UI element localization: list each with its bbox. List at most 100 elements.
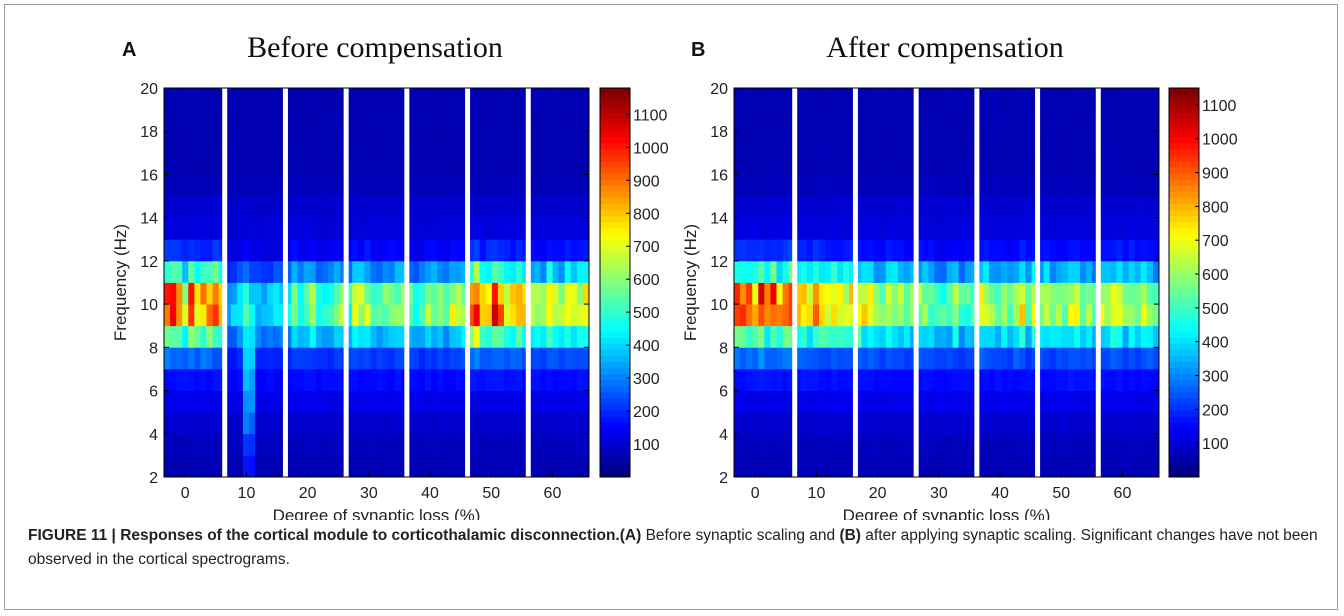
heatmap-cell — [1080, 455, 1087, 478]
heatmap-cell — [321, 131, 329, 154]
heatmap-cell — [958, 368, 966, 391]
heatmap-cell — [897, 282, 905, 305]
heatmap-cell — [491, 196, 499, 219]
heatmap-cell — [334, 455, 341, 478]
heatmap-cell — [419, 131, 426, 154]
heatmap-cell — [1146, 109, 1154, 132]
heatmap-cell — [928, 196, 935, 219]
heatmap-cell — [431, 239, 438, 262]
heatmap-cell — [855, 347, 862, 370]
heatmap-cell — [564, 304, 572, 327]
heatmap-cell — [746, 347, 753, 370]
heatmap-cell — [752, 412, 759, 435]
heatmap-cell — [382, 455, 390, 478]
heatmap-cell — [206, 174, 213, 197]
heatmap-cell — [564, 368, 572, 391]
heatmap-cell — [964, 282, 972, 305]
x-tick-label: 20 — [299, 485, 317, 502]
heatmap-cell — [224, 196, 232, 219]
heatmap-cell — [1116, 174, 1123, 197]
heatmap-cell — [752, 304, 759, 327]
heatmap-cell — [891, 260, 899, 283]
heatmap-cell — [1110, 412, 1117, 435]
colorbar-segment — [1169, 337, 1199, 344]
heatmap-cell — [776, 433, 783, 456]
heatmap-cell — [1031, 260, 1038, 283]
heatmap-cell — [425, 217, 432, 240]
heatmap-cell — [218, 325, 226, 348]
heatmap-cell — [473, 131, 481, 154]
heatmap-cell — [873, 390, 881, 413]
heatmap-cell — [940, 131, 947, 154]
heatmap-cell — [546, 88, 553, 111]
heatmap-cell — [1152, 325, 1160, 348]
heatmap-cell — [1013, 347, 1020, 370]
heatmap-cell — [376, 412, 383, 435]
colorbar-segment — [1169, 282, 1199, 290]
heatmap-cell — [825, 412, 832, 435]
heatmap-cell — [873, 455, 881, 478]
heatmap-cell — [885, 260, 893, 283]
heatmap-cell — [1019, 433, 1026, 456]
y-tick-label: 2 — [149, 470, 158, 487]
heatmap-cell — [522, 412, 529, 435]
heatmap-cell — [327, 347, 335, 370]
heatmap-cell — [1098, 347, 1105, 370]
heatmap-cell — [485, 282, 493, 305]
heatmap-cell — [1019, 152, 1026, 175]
heatmap-cell — [1055, 239, 1063, 262]
heatmap-cell — [552, 88, 560, 111]
heatmap-cell — [182, 325, 189, 348]
heatmap-cell — [1104, 433, 1111, 456]
heatmap-cell — [764, 109, 771, 132]
heatmap-cell — [1074, 174, 1081, 197]
heatmap-cell — [194, 260, 201, 283]
heatmap-cell — [831, 282, 838, 305]
heatmap-cell — [897, 174, 905, 197]
heatmap-cell — [964, 217, 972, 240]
colorbar-segment — [600, 221, 630, 229]
heatmap-cell — [194, 88, 201, 111]
heatmap-cell — [497, 433, 505, 456]
heatmap-cell — [1007, 196, 1014, 219]
heatmap-cell — [170, 260, 177, 283]
heatmap-cell — [940, 455, 947, 478]
heatmap-cell — [212, 174, 220, 197]
colorbar-segment — [600, 464, 630, 472]
heatmap-cell — [425, 131, 432, 154]
heatmap-cell — [297, 152, 305, 175]
heatmap-cell — [242, 152, 250, 175]
heatmap-cell — [291, 390, 298, 413]
heatmap-cell — [382, 368, 390, 391]
heatmap-cell — [570, 433, 578, 456]
heatmap-cell — [946, 239, 953, 262]
heatmap-cell — [770, 196, 777, 219]
heatmap-cell — [388, 455, 396, 478]
heatmap-cell — [455, 325, 462, 348]
heatmap-cell — [406, 325, 414, 348]
heatmap-cell — [922, 368, 929, 391]
heatmap-cell — [837, 325, 844, 348]
heatmap-cell — [1146, 412, 1154, 435]
heatmap-cell — [564, 174, 572, 197]
heatmap-cell — [1061, 88, 1069, 111]
heatmap-cell — [425, 347, 432, 370]
heatmap-cell — [922, 325, 929, 348]
heatmap-cell — [479, 304, 487, 327]
heatmap-cell — [400, 131, 408, 154]
heatmap-cell — [964, 174, 972, 197]
heatmap-cell — [1110, 239, 1117, 262]
heatmap-cell — [849, 109, 856, 132]
heatmap-cell — [952, 152, 960, 175]
heatmap-cell — [352, 217, 359, 240]
heatmap-cell — [837, 196, 844, 219]
heatmap-cell — [952, 412, 960, 435]
heatmap-cell — [746, 174, 753, 197]
heatmap-cell — [230, 304, 238, 327]
heatmap-cell — [188, 217, 195, 240]
heatmap-cell — [267, 368, 274, 391]
heatmap-cell — [1128, 239, 1136, 262]
heatmap-cell — [928, 152, 935, 175]
heatmap-cell — [467, 455, 475, 478]
heatmap-cell — [891, 196, 899, 219]
